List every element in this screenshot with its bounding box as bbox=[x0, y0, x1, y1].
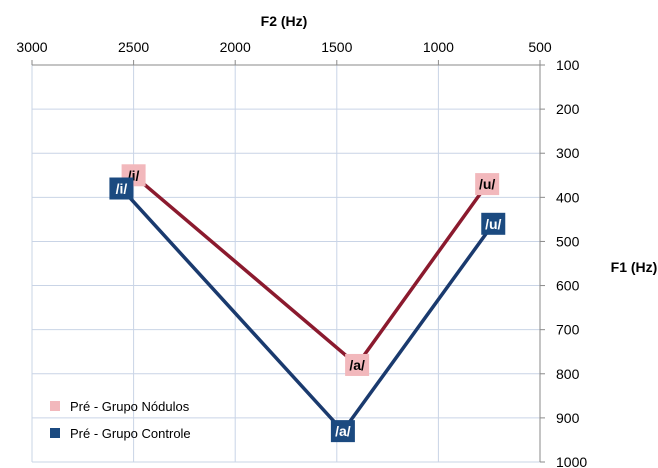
point-label: /i/ bbox=[128, 167, 140, 183]
series-line-1 bbox=[120, 187, 495, 434]
x-tick-label: 2000 bbox=[220, 39, 251, 55]
axes: 3000 2500 2000 1500 1000 50010020030040050060… bbox=[16, 39, 587, 468]
x-tick-label: 1000 bbox=[423, 39, 454, 55]
x-tick-label: 500 bbox=[528, 39, 552, 55]
legend: Pré - Grupo Nódulos Pré - Grupo Controle bbox=[50, 399, 191, 441]
x-tick-label: 1500 bbox=[321, 39, 352, 55]
y-tick-label: 600 bbox=[556, 278, 580, 294]
y-tick-label: 300 bbox=[556, 145, 580, 161]
y-tick-label: 400 bbox=[556, 189, 580, 205]
y-tick-label: 800 bbox=[556, 366, 580, 382]
point-label: /a/ bbox=[335, 423, 351, 439]
x-axis-title: F2 (Hz) bbox=[261, 13, 308, 29]
point-label: /i/ bbox=[116, 181, 128, 197]
series-line-0 bbox=[132, 173, 489, 368]
y-axis-title: F1 (Hz) bbox=[611, 259, 658, 275]
y-tick-label: 900 bbox=[556, 410, 580, 426]
legend-swatch-nodulos bbox=[50, 401, 60, 411]
point-label: /u/ bbox=[479, 176, 495, 192]
legend-swatch-controle bbox=[50, 428, 60, 438]
point-labels: /i/ /a/ /u/ /i/ /a/ /u/ bbox=[109, 164, 506, 443]
point-label: /a/ bbox=[349, 357, 365, 373]
y-tick-label: 100 bbox=[556, 57, 580, 73]
y-tick-label: 500 bbox=[556, 233, 580, 249]
point-label: /u/ bbox=[485, 216, 501, 232]
x-tick-label: 2500 bbox=[118, 39, 149, 55]
x-tick-label: 3000 bbox=[16, 39, 47, 55]
point-marker bbox=[475, 173, 500, 196]
y-tick-label: 700 bbox=[556, 322, 580, 338]
series bbox=[120, 173, 495, 434]
point-marker bbox=[330, 420, 355, 443]
point-marker bbox=[345, 353, 370, 376]
y-tick-label: 1000 bbox=[556, 454, 587, 468]
y-tick-label: 200 bbox=[556, 101, 580, 117]
legend-label-controle: Pré - Grupo Controle bbox=[70, 426, 191, 441]
legend-label-nodulos: Pré - Grupo Nódulos bbox=[70, 399, 190, 414]
point-marker bbox=[109, 177, 134, 200]
point-marker bbox=[481, 212, 506, 235]
